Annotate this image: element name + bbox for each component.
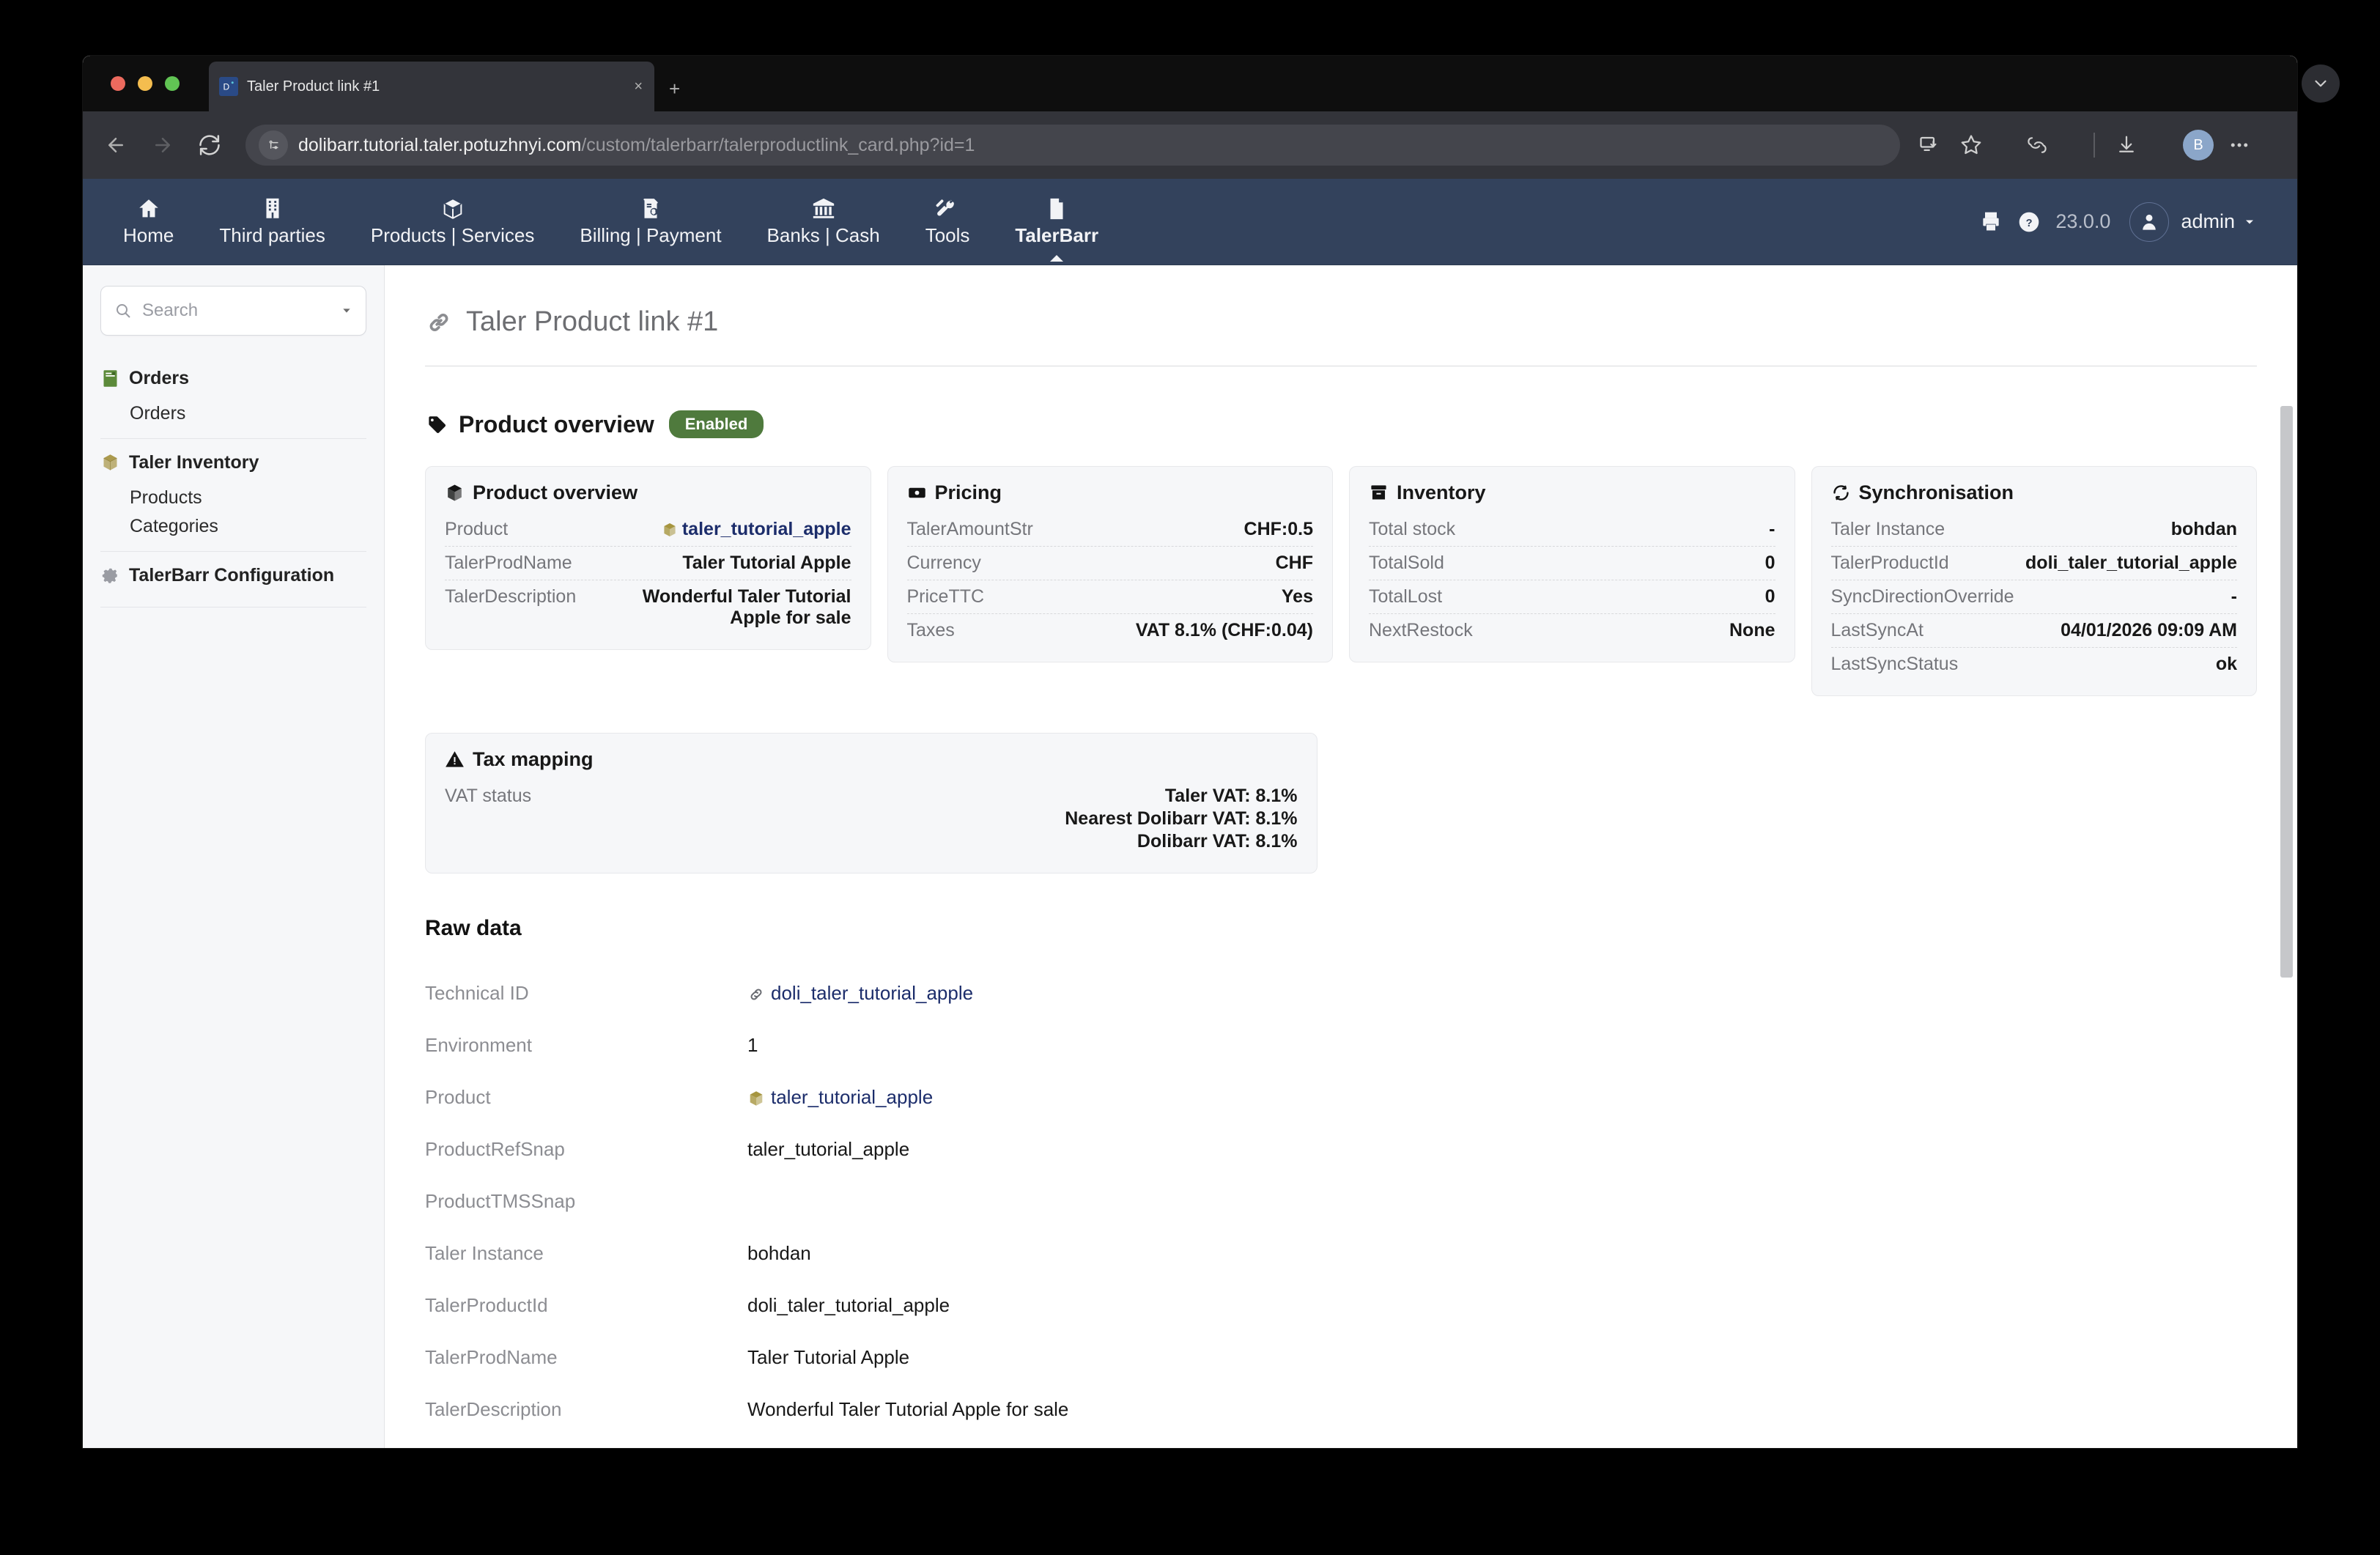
svg-text:D: D bbox=[223, 82, 230, 92]
svg-text:?: ? bbox=[2026, 218, 2033, 229]
svg-text:$: $ bbox=[652, 210, 655, 215]
